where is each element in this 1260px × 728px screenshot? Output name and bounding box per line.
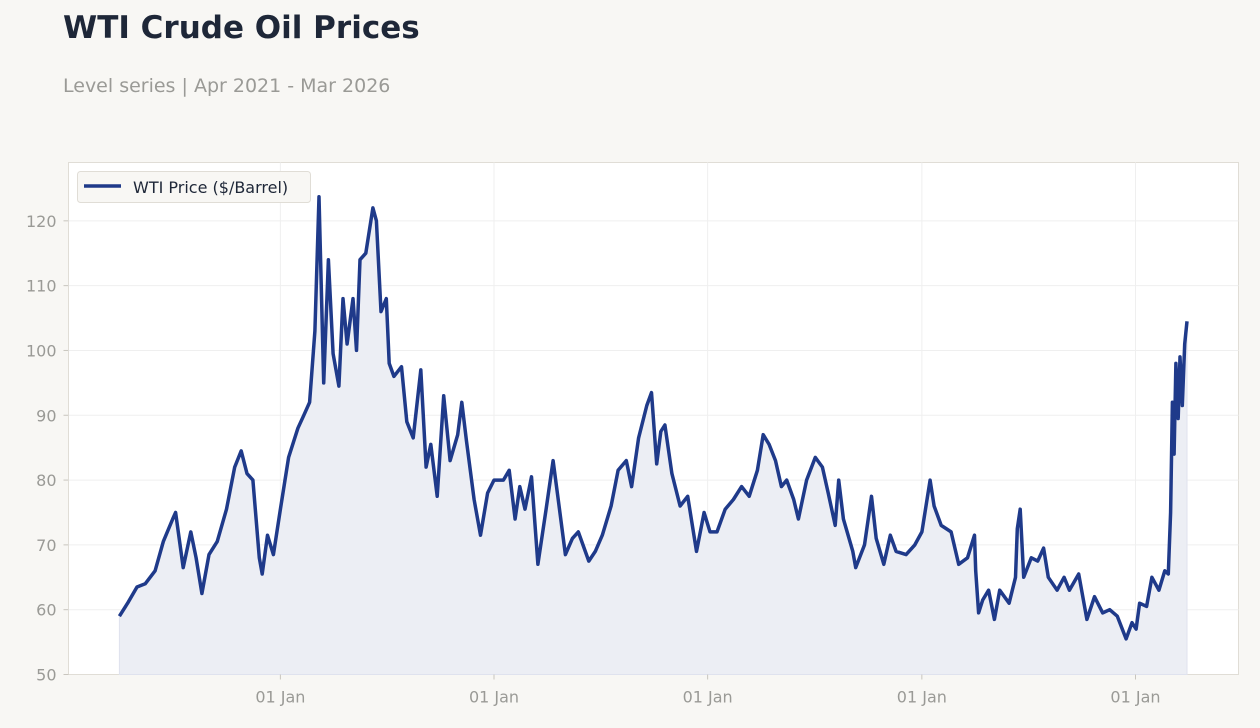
x-tick-label: 01 Jan (683, 688, 733, 707)
y-tick-label: 70 (36, 536, 56, 555)
y-tick-label: 100 (26, 341, 57, 360)
y-tick-label: 60 (36, 601, 56, 620)
y-tick-label: 80 (36, 471, 56, 490)
y-tick-label: 50 (36, 666, 56, 685)
x-tick-label: 01 Jan (897, 688, 947, 707)
y-tick-label: 90 (36, 406, 56, 425)
chart-title: WTI Crude Oil Prices (63, 10, 420, 46)
legend-label: WTI Price ($/Barrel) (133, 178, 288, 197)
x-tick-label: 01 Jan (469, 688, 519, 707)
x-tick-label: 01 Jan (1110, 688, 1160, 707)
chart-subtitle: Level series | Apr 2021 - Mar 2026 (63, 75, 391, 97)
y-tick-label: 120 (26, 212, 57, 231)
x-tick-label: 01 Jan (255, 688, 305, 707)
legend: WTI Price ($/Barrel) (77, 171, 311, 203)
legend-box (77, 171, 311, 203)
price-line (117, 195, 1189, 641)
y-tick-label: 110 (26, 277, 57, 296)
